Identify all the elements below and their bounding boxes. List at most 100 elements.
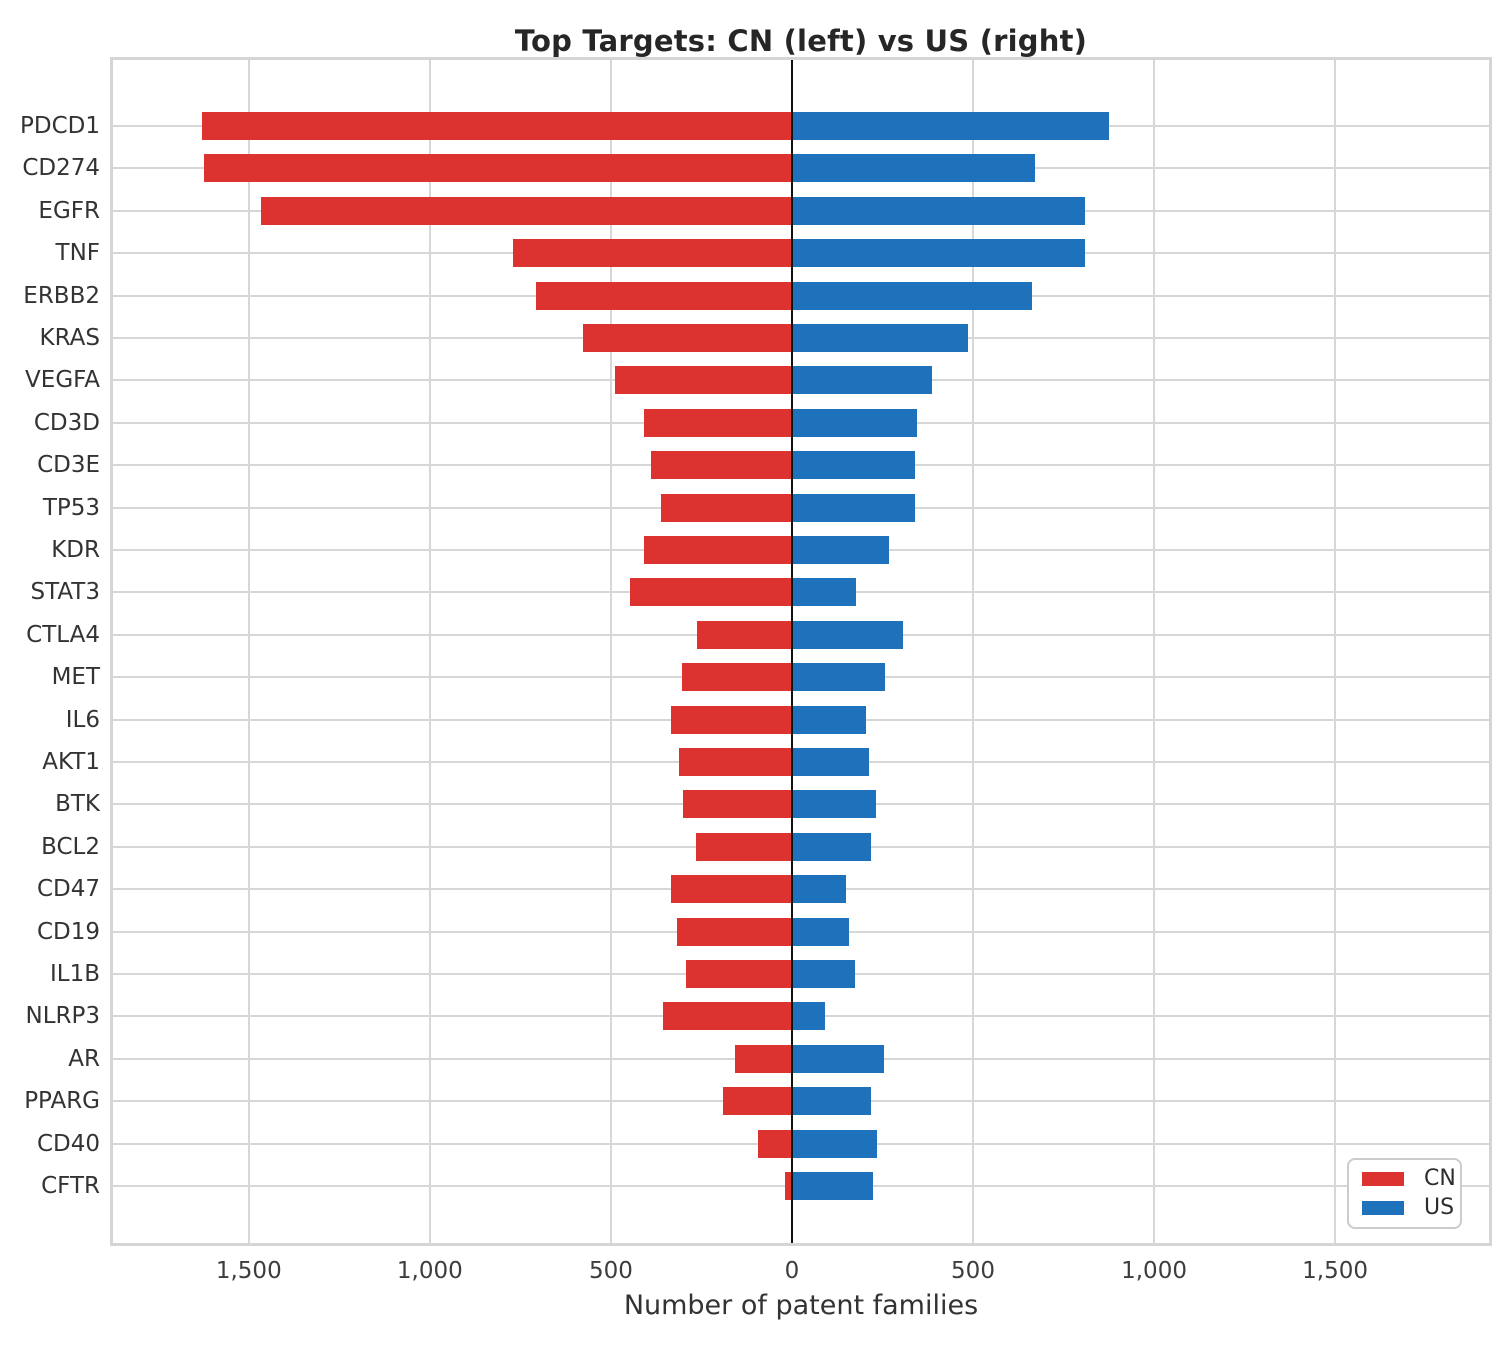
- y-tick-label: ERBB2: [23, 282, 100, 309]
- y-tick-label: AKT1: [42, 749, 100, 775]
- bar-us-pdcd1: [791, 112, 1110, 140]
- y-tick-label: IL1B: [49, 961, 100, 987]
- bar-us-cd19: [791, 917, 850, 946]
- bar-us-egfr: [791, 196, 1086, 225]
- y-tick-label: CD3E: [37, 452, 100, 479]
- bar-cn-cd3e: [650, 451, 792, 480]
- bar-cn-btk: [682, 790, 792, 819]
- bar-cn-tp53: [660, 493, 792, 522]
- chart-title: Top Targets: CN (left) vs US (right): [514, 24, 1088, 58]
- x-gridline: [609, 60, 612, 1243]
- x-tick-label: 500: [951, 1258, 995, 1284]
- bar-us-cd274: [791, 154, 1036, 183]
- zero-axis-line: [790, 60, 793, 1243]
- y-tick-label: PDCD1: [20, 113, 100, 139]
- y-tick-label: EGFR: [38, 197, 100, 224]
- y-tick-label: CD274: [22, 155, 100, 182]
- bar-cn-il1b: [685, 960, 792, 988]
- x-tick-label: 1,000: [396, 1258, 463, 1284]
- bar-cn-cd47: [670, 875, 792, 904]
- x-tick-label: 1,000: [1121, 1258, 1187, 1284]
- y-tick-label: CD3D: [33, 409, 100, 436]
- bar-us-btk: [791, 790, 876, 819]
- y-tick-label: AR: [68, 1045, 100, 1072]
- x-gridline: [247, 60, 250, 1243]
- bar-cn-il6: [671, 705, 792, 734]
- legend-entry-us: US: [1362, 1197, 1460, 1219]
- bar-us-akt1: [791, 748, 870, 776]
- bar-cn-stat3: [630, 578, 792, 607]
- bar-us-kdr: [791, 536, 889, 564]
- y-tick-label: VEGFA: [25, 367, 100, 394]
- bar-us-tp53: [791, 493, 915, 522]
- bar-us-ar: [791, 1044, 884, 1073]
- x-tick-label: 1,500: [1302, 1258, 1369, 1284]
- bar-us-kras: [791, 324, 968, 352]
- x-gridline: [972, 60, 974, 1243]
- bar-cn-met: [682, 663, 792, 692]
- bar-us-cd47: [791, 875, 846, 904]
- legend-entry-cn: CN: [1362, 1165, 1460, 1191]
- bar-cn-pdcd1: [202, 112, 792, 140]
- x-tick-label: 500: [588, 1258, 633, 1284]
- bar-cn-cd3d: [643, 408, 792, 437]
- bar-us-cd3d: [791, 408, 918, 437]
- y-tick-label: CD19: [36, 918, 100, 945]
- x-axis-title: Number of patent families: [623, 1290, 979, 1321]
- bar-us-met: [791, 663, 885, 692]
- bar-us-cd40: [791, 1129, 877, 1158]
- y-tick-label: MET: [51, 664, 100, 691]
- legend: CN US: [1347, 1158, 1462, 1229]
- bar-cn-erbb2: [535, 281, 792, 310]
- bar-cn-cd40: [757, 1129, 792, 1158]
- bar-us-bcl2: [791, 832, 871, 861]
- bar-cn-cftr: [785, 1172, 792, 1200]
- bar-cn-tnf: [512, 239, 792, 268]
- legend-label-us: US: [1424, 1195, 1455, 1221]
- bar-us-cftr: [791, 1172, 874, 1200]
- y-tick-label: CFTR: [41, 1173, 100, 1199]
- bar-us-stat3: [791, 578, 856, 607]
- y-tick-label: BCL2: [41, 833, 100, 860]
- bar-cn-nlrp3: [662, 1002, 792, 1031]
- bar-us-pparg: [791, 1087, 872, 1116]
- bar-us-tnf: [791, 239, 1086, 268]
- bar-cn-ar: [734, 1044, 792, 1073]
- y-tick-label: NLRP3: [25, 1003, 100, 1030]
- us-color-swatch-icon: [1362, 1201, 1404, 1216]
- bar-cn-akt1: [678, 748, 792, 776]
- y-tick-label: BTK: [55, 791, 100, 818]
- bar-cn-vegfa: [614, 366, 792, 395]
- bar-us-ctla4: [791, 620, 904, 649]
- y-tick-label: IL6: [65, 706, 100, 733]
- x-gridline: [428, 60, 431, 1243]
- y-tick-label: STAT3: [30, 579, 101, 606]
- bar-us-il1b: [791, 960, 856, 988]
- bar-cn-ctla4: [697, 620, 792, 649]
- x-gridline: [1153, 60, 1156, 1243]
- bar-cn-kdr: [643, 536, 792, 564]
- y-tick-label: TNF: [55, 240, 100, 267]
- y-tick-label: PPARG: [24, 1088, 100, 1115]
- legend-label-cn: CN: [1424, 1165, 1456, 1191]
- y-tick-label: CTLA4: [26, 621, 100, 648]
- cn-color-swatch-icon: [1362, 1171, 1404, 1186]
- bar-us-erbb2: [791, 281, 1032, 310]
- plot-inner: [113, 60, 1489, 1243]
- y-tick-label: CD47: [36, 876, 100, 903]
- bar-cn-egfr: [261, 196, 792, 225]
- bar-cn-pparg: [723, 1087, 792, 1116]
- x-tick-label: 1,500: [215, 1258, 282, 1284]
- bar-us-il6: [791, 705, 866, 734]
- x-gridline: [1334, 60, 1337, 1243]
- bar-us-cd3e: [791, 451, 916, 480]
- y-tick-label: CD40: [36, 1130, 100, 1157]
- x-tick-label: 0: [784, 1258, 800, 1284]
- bar-cn-bcl2: [695, 832, 792, 861]
- y-tick-label: KRAS: [39, 325, 100, 351]
- bar-cn-cd274: [203, 154, 792, 183]
- bar-us-vegfa: [791, 366, 932, 395]
- bar-us-nlrp3: [791, 1002, 825, 1031]
- y-tick-label: TP53: [42, 494, 100, 521]
